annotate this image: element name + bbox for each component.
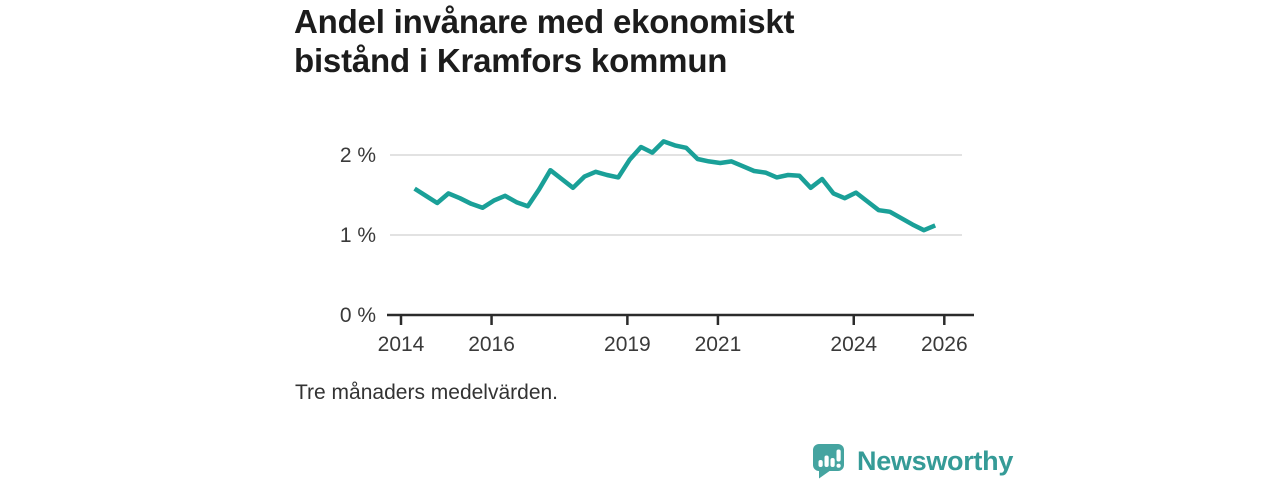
bar-chart-speech-bubble-icon [813,444,844,479]
x-tick-label: 2024 [830,333,877,356]
x-tick-label: 2014 [378,333,425,356]
chart-title: Andel invånare med ekonomiskt bistånd i … [294,3,795,79]
x-tick-label: 2016 [468,333,515,356]
line-chart: 2 % 1 % 0 %2014 2016 2019 2021 2024 2026 [340,139,974,356]
chart-footnote: Tre månaders medelvärden. [295,381,559,404]
y-tick-label: 2 % [340,144,376,167]
data-line [413,139,937,233]
x-tick-label: 2026 [921,333,968,356]
x-tick-label: 2019 [604,333,651,356]
newsworthy-logo: Newsworthy [809,442,1013,480]
y-tick-label: 1 % [340,224,376,247]
y-tick-label: 0 % [340,304,376,327]
newsworthy-logo-text: Newsworthy [857,445,1014,476]
x-tick-label: 2021 [695,333,742,356]
